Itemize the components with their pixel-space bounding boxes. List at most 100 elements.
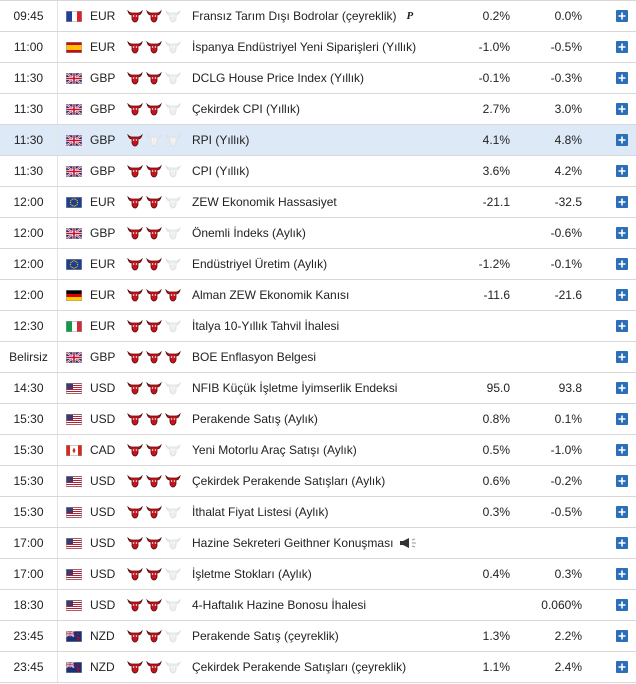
expand-button[interactable] [616, 373, 628, 403]
actual: 1.1% [482, 660, 510, 674]
expand-button[interactable] [616, 1, 628, 31]
expand-button[interactable] [616, 404, 628, 434]
actual [440, 528, 510, 558]
expand-button[interactable] [616, 590, 628, 620]
time: 15:30 [0, 466, 58, 496]
actual: 95.0 [486, 381, 510, 395]
forecast: 0.0% [554, 9, 582, 23]
event-name: BOE Enflasyon Belgesi [192, 342, 442, 372]
currency: GBP [90, 350, 116, 364]
currency: USD [90, 505, 116, 519]
time: 14:30 [0, 373, 58, 403]
importance [127, 590, 181, 620]
expand-button[interactable] [616, 94, 628, 124]
currency: NZD [90, 660, 115, 674]
time: 12:30 [0, 311, 58, 341]
actual: -1.0% [478, 40, 510, 54]
event-text: ZEW Ekonomik Hassasiyet [192, 194, 337, 209]
event-row: 15:30 USD İthalat Fiyat Listesi (Aylık) 0.3… [0, 497, 636, 528]
event-text: Perakende Satış (çeyreklik) [192, 628, 339, 643]
event-text: DCLG House Price Index (Yıllık) [192, 70, 365, 85]
event-row: 12:00 EUR Endüstriyel Üretim (Aylık) -1.2% -… [0, 249, 636, 280]
event-row: 23:45 NZD Çekirdek Perakende Satışları (çe… [0, 652, 636, 683]
flag [66, 125, 82, 155]
actual: 0.4% [482, 567, 510, 581]
expand-button[interactable] [616, 435, 628, 465]
speech-icon [400, 538, 417, 548]
event-row: 11:30 GBP DCLG House Price Index (Yıllık) -… [0, 63, 636, 94]
expand-button[interactable] [616, 342, 628, 372]
event-name: İthalat Fiyat Listesi (Aylık) [192, 497, 442, 527]
actual: 0.2% [482, 9, 510, 23]
actual: 0.8% [482, 412, 510, 426]
forecast: -0.5% [550, 505, 582, 519]
currency: CAD [90, 443, 116, 457]
forecast: 0.1% [554, 412, 582, 426]
forecast [510, 342, 582, 372]
expand-button[interactable] [616, 621, 628, 651]
expand-button[interactable] [616, 652, 628, 682]
time: 12:00 [0, 187, 58, 217]
event-name: DCLG House Price Index (Yıllık) [192, 63, 442, 93]
flag [66, 63, 82, 93]
flag [66, 497, 82, 527]
event-row: 17:00 USD Hazine Sekreteri Geithner Konuşm… [0, 528, 636, 559]
currency: EUR [90, 319, 116, 333]
currency: GBP [90, 164, 116, 178]
actual: 2.7% [482, 102, 510, 116]
importance [127, 187, 181, 217]
time: 15:30 [0, 497, 58, 527]
actual [440, 342, 510, 372]
expand-button[interactable] [616, 528, 628, 558]
time: 11:30 [0, 125, 58, 155]
event-row: 12:00 GBP Önemli İndeks (Aylık) -0.6% [0, 218, 636, 249]
event-name: Perakende Satış (Aylık) [192, 404, 442, 434]
forecast: -0.2% [550, 474, 582, 488]
currency: USD [90, 536, 116, 550]
event-row: 15:30 CAD Yeni Motorlu Araç Satışı (Aylık)… [0, 435, 636, 466]
event-row: 11:30 GBP RPI (Yıllık) 4.1% 4.8% [0, 125, 636, 156]
importance [127, 559, 181, 589]
expand-button[interactable] [616, 280, 628, 310]
actual: -1.2% [478, 257, 510, 271]
actual [440, 218, 510, 248]
expand-button[interactable] [616, 559, 628, 589]
forecast: 93.8 [558, 381, 582, 395]
expand-button[interactable] [616, 125, 628, 155]
event-name: CPI (Yıllık) [192, 156, 442, 186]
event-name: İspanya Endüstriyel Yeni Siparişleri (Yı… [192, 32, 442, 62]
flag [66, 528, 82, 558]
currency: USD [90, 381, 116, 395]
expand-button[interactable] [616, 187, 628, 217]
currency: USD [90, 474, 116, 488]
expand-button[interactable] [616, 32, 628, 62]
flag [66, 404, 82, 434]
flag [66, 187, 82, 217]
forecast [510, 311, 582, 341]
expand-button[interactable] [616, 466, 628, 496]
importance [127, 466, 181, 496]
event-text: Yeni Motorlu Araç Satışı (Aylık) [192, 442, 357, 457]
preliminary-badge: P [406, 9, 414, 22]
event-row: 12:00 EUR Alman ZEW Ekonomik Kanısı -11.6 -2… [0, 280, 636, 311]
event-row: 18:30 USD 4-Haftalık Hazine Bonosu İhalesi… [0, 590, 636, 621]
importance [127, 528, 181, 558]
currency: EUR [90, 40, 116, 54]
event-name: NFIB Küçük İşletme İyimserlik Endeksi [192, 373, 442, 403]
time: 12:00 [0, 249, 58, 279]
flag [66, 311, 82, 341]
event-row: 17:00 USD İşletme Stokları (Aylık) 0.4% 0.3% [0, 559, 636, 590]
expand-button[interactable] [616, 497, 628, 527]
event-row: 12:00 EUR ZEW Ekonomik Hassasiyet -21.1 -32.… [0, 187, 636, 218]
time: 23:45 [0, 621, 58, 651]
expand-button[interactable] [616, 156, 628, 186]
expand-button[interactable] [616, 63, 628, 93]
expand-button[interactable] [616, 218, 628, 248]
expand-button[interactable] [616, 311, 628, 341]
event-text: NFIB Küçük İşletme İyimserlik Endeksi [192, 380, 398, 395]
flag [66, 1, 82, 31]
time: 17:00 [0, 559, 58, 589]
flag [66, 342, 82, 372]
expand-button[interactable] [616, 249, 628, 279]
event-name: İşletme Stokları (Aylık) [192, 559, 442, 589]
